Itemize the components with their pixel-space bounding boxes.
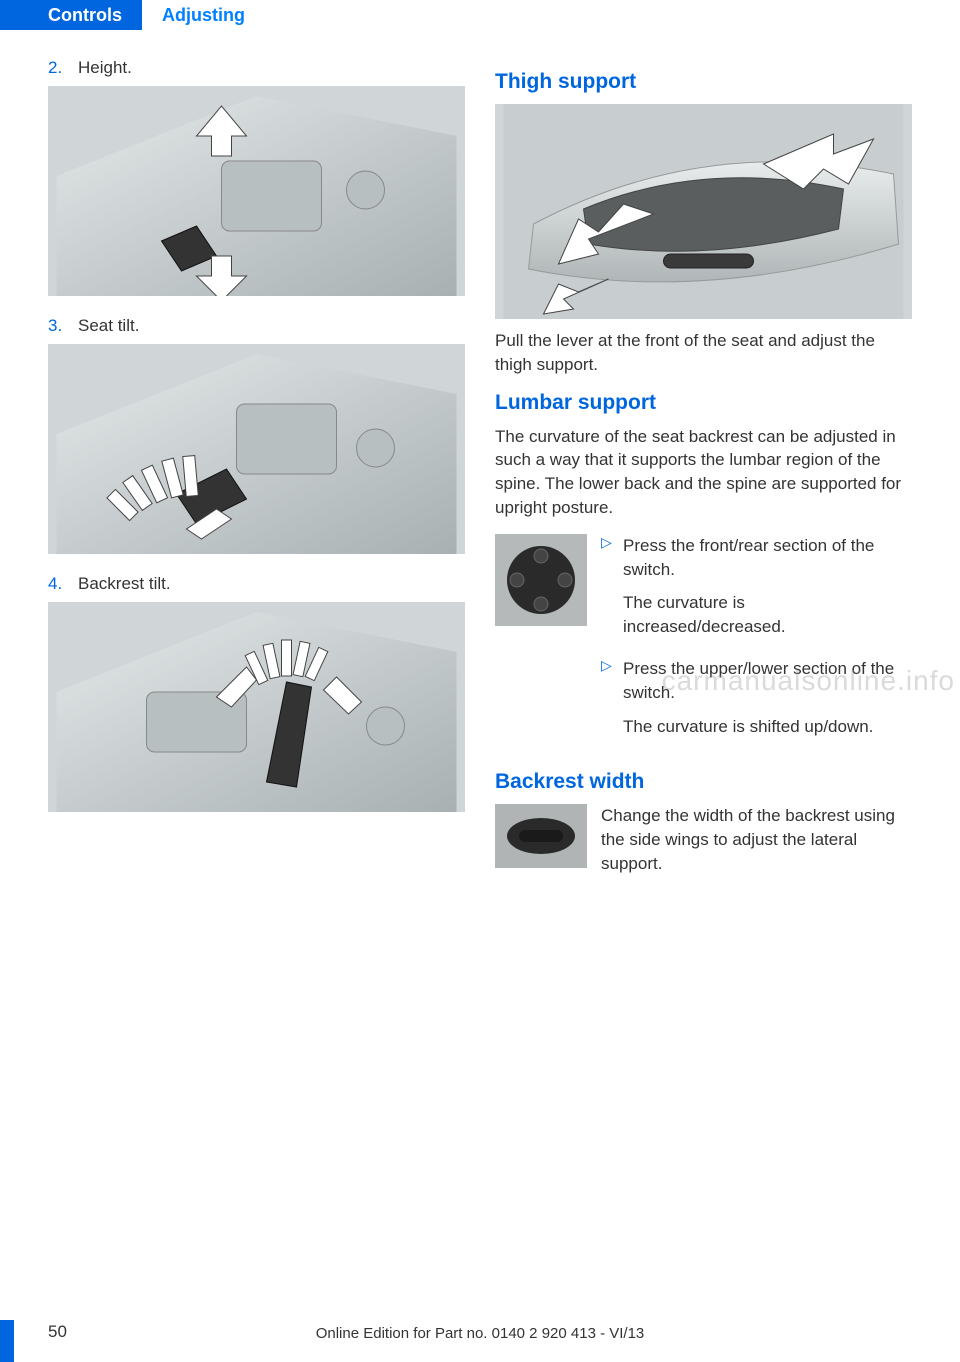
heading-backrest-width: Backrest width xyxy=(495,770,912,794)
lumbar-bullets: ▷ Press the front/rear section of the sw… xyxy=(601,534,912,757)
heading-lumbar-support: Lumbar support xyxy=(495,391,912,415)
step-number: 4. xyxy=(48,574,68,594)
figure-thigh-support xyxy=(495,104,912,319)
figure-backrest-switch xyxy=(495,804,587,868)
step-height: 2. Height. xyxy=(48,58,465,78)
step-number: 3. xyxy=(48,316,68,336)
figure-height xyxy=(48,86,465,296)
breadcrumb: Controls Adjusting xyxy=(0,0,960,30)
bullet-item: ▷ Press the front/rear section of the sw… xyxy=(601,534,912,649)
bullet-text: Press the front/rear section of the swit… xyxy=(623,534,912,582)
lumbar-switch-block: ▷ Press the front/rear section of the sw… xyxy=(495,534,912,757)
bullet-icon: ▷ xyxy=(601,657,615,748)
step-seat-tilt: 3. Seat tilt. xyxy=(48,316,465,336)
backrest-body: Change the width of the back­rest using … xyxy=(601,804,912,875)
bullet-followup: The curvature is shifted up/down. xyxy=(623,715,912,739)
step-label: Backrest tilt. xyxy=(78,574,171,594)
step-backrest-tilt: 4. Backrest tilt. xyxy=(48,574,465,594)
left-column: 2. Height. xyxy=(48,58,465,890)
step-label: Seat tilt. xyxy=(78,316,139,336)
bullet-item: ▷ Press the upper/lower sec­tion of the … xyxy=(601,657,912,748)
lumbar-intro: The curvature of the seat backrest can b… xyxy=(495,425,912,520)
bullet-text: Press the upper/lower sec­tion of the sw… xyxy=(623,657,912,705)
bullet-icon: ▷ xyxy=(601,534,615,649)
step-label: Height. xyxy=(78,58,132,78)
figure-lumbar-switch xyxy=(495,534,587,626)
breadcrumb-section: Controls xyxy=(0,0,142,30)
backrest-block: Change the width of the back­rest using … xyxy=(495,804,912,889)
figure-backrest-tilt xyxy=(48,602,465,812)
footer-edition: Online Edition for Part no. 0140 2 920 4… xyxy=(0,1325,960,1342)
figure-seat-tilt xyxy=(48,344,465,554)
heading-thigh-support: Thigh support xyxy=(495,70,912,94)
bullet-followup: The curvature is increased/decreased. xyxy=(623,591,912,639)
page-content: 2. Height. xyxy=(0,58,960,890)
step-number: 2. xyxy=(48,58,68,78)
breadcrumb-subsection: Adjusting xyxy=(142,0,265,30)
thigh-support-body: Pull the lever at the front of the seat … xyxy=(495,329,912,377)
right-column: Thigh support xyxy=(495,58,912,890)
